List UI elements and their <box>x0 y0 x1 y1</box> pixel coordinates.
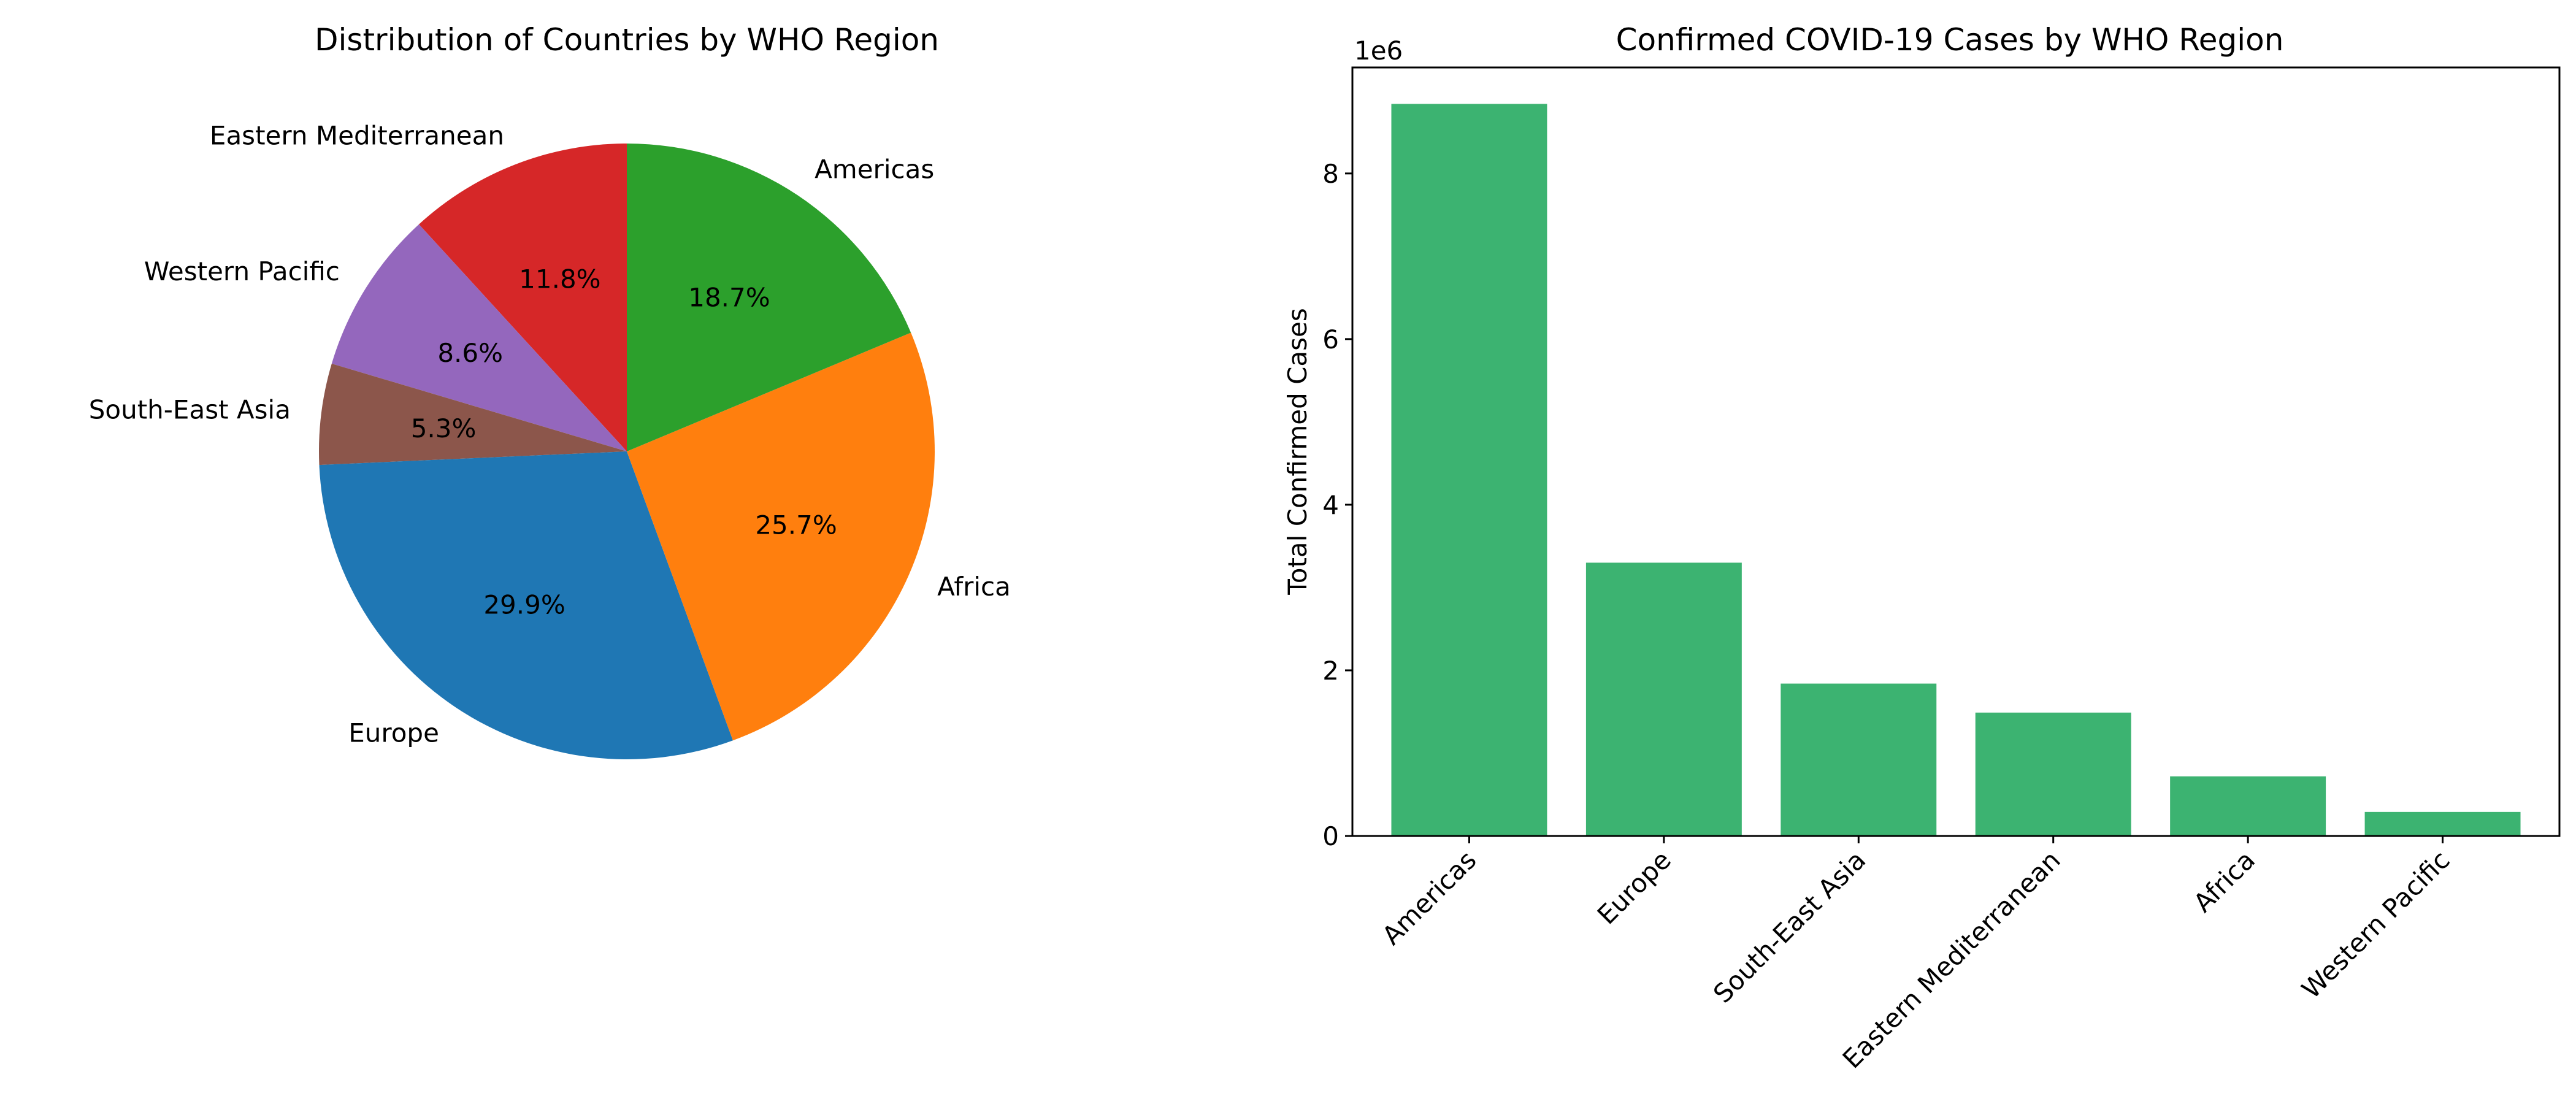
pie-pct-americas: 18.7% <box>688 282 770 312</box>
pie-slices <box>319 144 935 760</box>
bar-title: Confirmed COVID-19 Cases by WHO Region <box>1616 22 2284 58</box>
bar-americas <box>1391 104 1547 837</box>
pie-label-western-pacific: Western Pacific <box>144 256 340 286</box>
y-tick-label: 8 <box>1322 159 1339 189</box>
y-tick-label: 2 <box>1322 656 1339 686</box>
pie-slice-south-east-asia <box>319 363 627 466</box>
pie-pct-south-east-asia: 5.3% <box>411 413 477 443</box>
bar-south-east-asia <box>1781 683 1937 836</box>
pie-label-south-east-asia: South-East Asia <box>89 395 291 425</box>
y-tick-label: 4 <box>1322 490 1339 520</box>
bar-europe <box>1585 562 1742 836</box>
bar-bars <box>1391 104 2521 837</box>
x-tick-label-europe: Europe <box>1592 845 1677 930</box>
x-tick-label-americas: Americas <box>1376 845 1482 951</box>
bar-western-pacific <box>2364 811 2521 836</box>
bar-africa <box>2170 776 2326 836</box>
pie-slice-western-pacific <box>331 224 627 451</box>
pie-pct-europe: 29.9% <box>483 590 565 620</box>
pie-pct-western-pacific: 8.6% <box>437 338 503 368</box>
pie-labels: Eastern Mediterranean 11.8% Western Pacifi… <box>89 120 1011 748</box>
pie-title: Distribution of Countries by WHO Region <box>315 22 939 58</box>
y-axis-label: Total Confirmed Cases <box>1282 308 1313 596</box>
y-tick-label: 6 <box>1322 324 1339 355</box>
plot-frame <box>1351 66 2561 837</box>
pie-slice-europe <box>319 451 734 760</box>
x-tick-label-eastern-mediterranean: Eastern Mediterranean <box>1837 845 2066 1074</box>
x-tick-label-africa: Africa <box>2188 845 2261 918</box>
pie-label-eastern-mediterranean: Eastern Mediterranean <box>210 120 504 150</box>
pie-pct-eastern-mediterranean: 11.8% <box>519 264 600 294</box>
x-tick-label-south-east-asia: South-East Asia <box>1708 845 1871 1008</box>
pie-label-africa: Africa <box>937 572 1011 602</box>
pie-slice-africa <box>627 332 935 741</box>
pie-slice-americas <box>627 144 911 451</box>
pie-pct-africa: 25.7% <box>755 510 837 540</box>
pie-slice-eastern-mediterranean <box>418 144 627 451</box>
y-tick-label: 0 <box>1322 821 1339 851</box>
bar-eastern-mediterranean <box>1975 712 2131 836</box>
x-tick-label-western-pacific: Western Pacific <box>2296 845 2455 1004</box>
pie-label-europe: Europe <box>348 718 439 748</box>
pie-chart: Distribution of Countries by WHO Region … <box>89 22 1011 760</box>
bar-chart: Confirmed COVID-19 Cases by WHO Region 1… <box>1282 22 2561 1075</box>
y-offset-label: 1e6 <box>1354 36 1403 66</box>
pie-label-americas: Americas <box>815 154 934 184</box>
y-axis-ticks: 0 2 4 6 8 <box>1322 159 1352 851</box>
